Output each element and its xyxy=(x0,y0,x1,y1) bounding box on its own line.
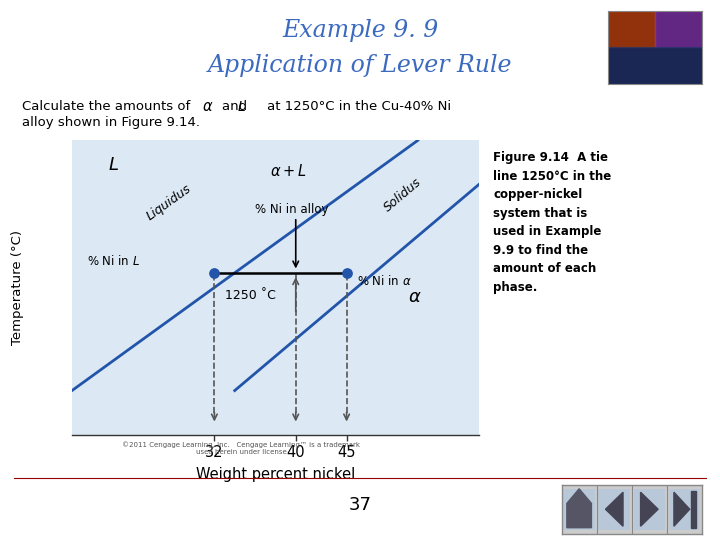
Text: Figure 9.14  A tie
line 1250°C in the
copper-nickel
system that is
used in Examp: Figure 9.14 A tie line 1250°C in the cop… xyxy=(493,151,611,294)
Bar xyxy=(634,489,665,530)
Point xyxy=(209,268,220,277)
Text: Calculate the amounts of: Calculate the amounts of xyxy=(22,100,190,113)
Bar xyxy=(608,11,655,47)
Text: Temperature (°C): Temperature (°C) xyxy=(11,230,24,345)
Text: % Ni in alloy: % Ni in alloy xyxy=(255,202,328,215)
Text: % Ni in $\alpha$: % Ni in $\alpha$ xyxy=(357,274,411,288)
Text: and       at 1250°C in the Cu-40% Ni: and at 1250°C in the Cu-40% Ni xyxy=(222,100,451,113)
X-axis label: Weight percent nickel: Weight percent nickel xyxy=(196,467,355,482)
Point xyxy=(341,268,352,277)
Text: $\alpha$: $\alpha$ xyxy=(408,288,421,306)
Bar xyxy=(691,491,696,528)
Polygon shape xyxy=(567,489,591,528)
Text: Liquidus: Liquidus xyxy=(144,182,194,223)
Bar xyxy=(655,11,702,47)
Bar xyxy=(608,47,702,84)
Polygon shape xyxy=(606,492,623,526)
Text: 1250 ˚C: 1250 ˚C xyxy=(225,289,276,302)
Text: Application of Lever Rule: Application of Lever Rule xyxy=(208,54,512,77)
Text: % Ni in $L$: % Ni in $L$ xyxy=(87,254,140,268)
Text: 37: 37 xyxy=(348,496,372,514)
Polygon shape xyxy=(674,492,690,526)
Bar xyxy=(563,489,595,530)
Text: Solidus: Solidus xyxy=(381,175,424,214)
Text: $\alpha + L$: $\alpha + L$ xyxy=(270,163,307,179)
Bar xyxy=(598,489,630,530)
Polygon shape xyxy=(641,492,658,526)
Text: alloy shown in Figure 9.14.: alloy shown in Figure 9.14. xyxy=(22,116,199,129)
Text: Example 9. 9: Example 9. 9 xyxy=(282,19,438,42)
Text: $\alpha$: $\alpha$ xyxy=(202,99,213,114)
Text: ©2011 Cengage Learning, Inc.   Cengage Learning™ is a trademark
used herein unde: ©2011 Cengage Learning, Inc. Cengage Lea… xyxy=(122,442,360,455)
Text: $L$: $L$ xyxy=(107,156,119,174)
Text: $L$: $L$ xyxy=(237,100,246,114)
Bar xyxy=(669,489,701,530)
